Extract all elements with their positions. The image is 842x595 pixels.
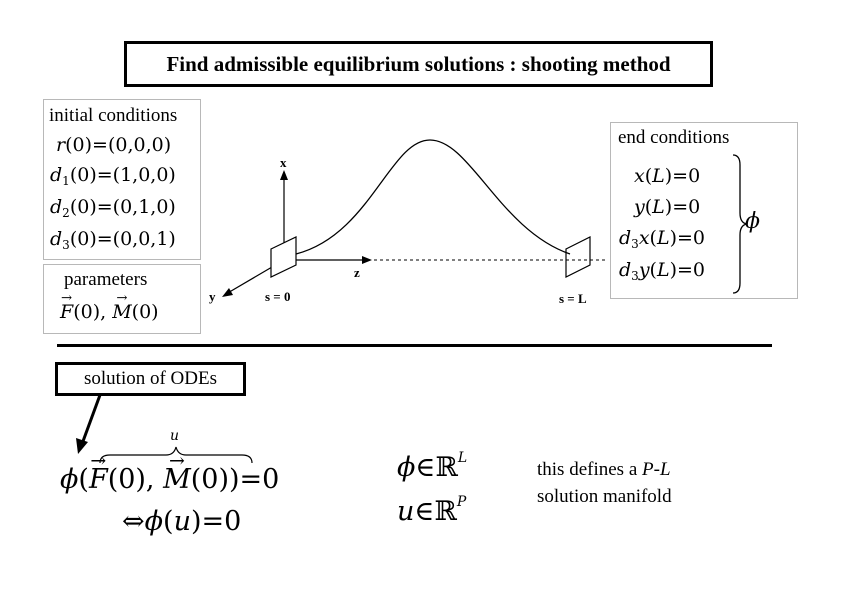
end-plane <box>565 236 591 278</box>
parameters-expression: F(0), M(0) <box>60 301 159 323</box>
overbrace-u <box>99 446 253 464</box>
phi-in-RL: ϕ∈ℝL <box>397 450 468 483</box>
initial-conditions-heading: initial conditions <box>49 105 178 126</box>
initial-r0: r(0)=(0,0,0) <box>56 134 172 156</box>
end-x-condition: x(L)=0 <box>634 165 701 187</box>
shooting-diagram: x z y s = 0 s = L <box>209 139 606 306</box>
initial-d2: d2(0)=(0,1,0) <box>50 196 176 220</box>
page-title: Find admissible equilibrium solutions : … <box>124 41 713 87</box>
shooting-equation: ϕ(F(0), M(0))=0 <box>60 464 279 495</box>
initial-d2-value: (0,1,0) <box>112 196 176 218</box>
initial-r0-value: (0,0,0) <box>107 134 172 156</box>
initial-d1: d1(0)=(1,0,0) <box>50 164 176 188</box>
y-axis-label: y <box>209 289 216 304</box>
rod-curve <box>295 139 571 255</box>
initial-d3-value: (0,0,1) <box>112 228 176 250</box>
x-axis-arrow <box>280 170 288 180</box>
manifold-text-line2: solution manifold <box>537 486 672 507</box>
z-axis-label: z <box>354 265 360 280</box>
start-plane <box>270 236 297 278</box>
u-in-RP: u∈ℝP <box>397 494 467 527</box>
end-conditions-box: end conditions x(L)=0 y(L)=0 d3x(L)=0 d3… <box>610 122 798 299</box>
z-axis-arrow <box>362 256 372 264</box>
initial-d3: d3(0)=(0,0,1) <box>50 228 176 252</box>
ode-label-box: solution of ODEs <box>55 362 246 396</box>
initial-conditions-box: initial conditions r(0)=(0,0,0) d1(0)=(1… <box>43 99 201 260</box>
manifold-text-line1: this defines a P-L <box>537 459 671 480</box>
y-axis-arrow <box>222 288 233 297</box>
x-axis-label: x <box>280 155 287 170</box>
equivalent-equation: ⇔ϕ(u)=0 <box>122 506 242 537</box>
end-conditions-heading: end conditions <box>618 127 730 148</box>
sL-label: s = L <box>559 291 587 306</box>
initial-d1-value: (1,0,0) <box>112 164 176 186</box>
end-conditions-brace <box>732 154 748 294</box>
s0-label: s = 0 <box>265 289 290 304</box>
parameters-box: parameters F(0), M(0) <box>43 264 201 334</box>
section-divider <box>57 344 772 347</box>
parameters-heading: parameters <box>64 269 148 290</box>
overbrace-u-label: u <box>170 428 180 444</box>
end-d3y-condition: d3y(L)=0 <box>619 259 706 283</box>
end-phi-symbol: ϕ <box>745 209 760 234</box>
end-y-condition: y(L)=0 <box>634 196 701 218</box>
end-d3x-condition: d3x(L)=0 <box>619 227 705 251</box>
ode-arrow <box>76 394 102 454</box>
